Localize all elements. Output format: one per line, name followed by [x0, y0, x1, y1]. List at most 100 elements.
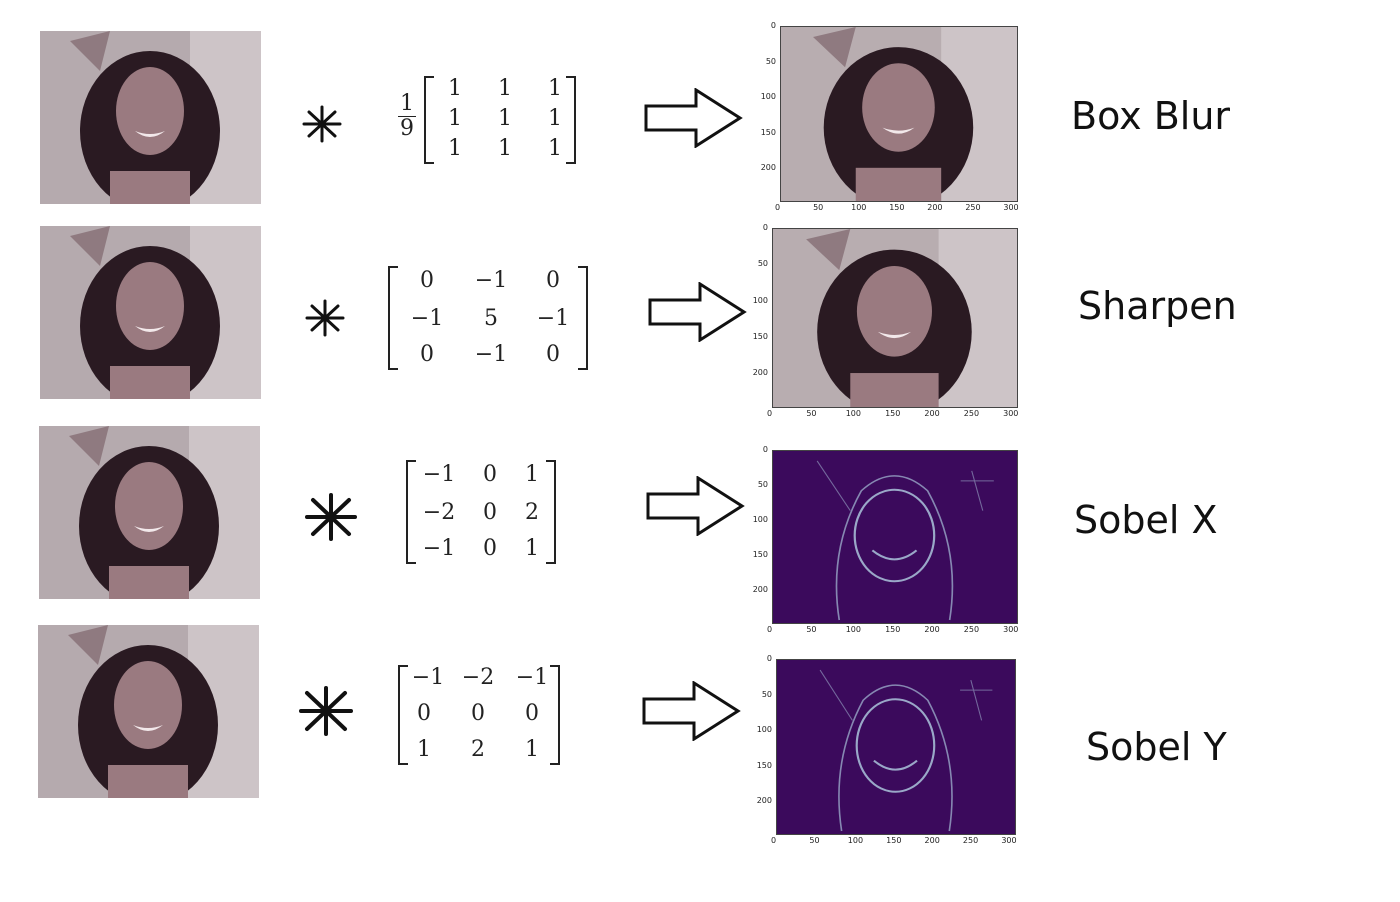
x-tick-label: 200	[927, 203, 943, 212]
y-tick-label: 200	[760, 163, 776, 173]
kernel-matrix: −1 0 1 −2 0 2 −1 0 1	[406, 460, 556, 564]
kernel-cell: 1	[548, 76, 562, 101]
y-tick-label: 0	[770, 21, 776, 30]
kernel-matrix: 0 −1 0 −1 5 −1 0 −1 0	[388, 266, 588, 370]
y-tick-label: 0	[762, 223, 768, 232]
kernel-cell: 0	[471, 701, 485, 726]
y-tick-label: 150	[752, 331, 768, 341]
kernel-cell: −1	[411, 665, 445, 690]
kernel-cell: 1	[525, 462, 539, 487]
y-tick-label: 100	[756, 725, 772, 735]
y-tick-label: 200	[752, 368, 768, 378]
kernel-cell: −1	[422, 536, 456, 561]
output-plot: 0 50 100 150 200 250 300 0 50 100 150 200	[756, 653, 1018, 849]
right-bracket	[566, 76, 576, 164]
kernel-cell: 1	[417, 737, 431, 762]
portrait-image	[38, 625, 259, 798]
plot-image-area	[776, 659, 1016, 835]
x-tick-label: 150	[885, 625, 901, 634]
x-tick-label: 0	[775, 203, 781, 212]
kernel-cell: 0	[546, 342, 560, 367]
output-plot: 0 50 100 150 200 250 300 0 50 100 150 200	[752, 444, 1020, 638]
right-arrow-icon	[648, 281, 748, 346]
filter-label: Sobel X	[1074, 498, 1218, 542]
kernel-cell: 0	[483, 536, 497, 561]
kernel-cell: 5	[484, 306, 498, 331]
kernel-cell: −1	[474, 268, 508, 293]
kernel-cell: 0	[483, 500, 497, 525]
portrait-image	[39, 426, 260, 599]
portrait-image	[40, 226, 261, 399]
kernel-cell: 1	[448, 76, 462, 101]
x-tick-label: 150	[889, 203, 905, 212]
kernel-cell: 1	[548, 136, 562, 161]
x-tick-label: 300	[1001, 836, 1017, 845]
x-tick-label: 100	[851, 203, 867, 212]
kernel-scale-fraction: 1 9	[398, 92, 416, 141]
x-tick-label: 250	[965, 203, 981, 212]
x-tick-label: 50	[806, 625, 817, 634]
y-tick-label: 200	[756, 796, 772, 806]
kernel-cell: 1	[498, 136, 512, 161]
x-tick-label: 150	[885, 409, 901, 418]
filter-row-sharpen: 0 −1 0 −1 5 −1 0 −1 0 0 50 100 150 200 250 300…	[0, 210, 1400, 420]
x-tick-label: 250	[963, 625, 980, 634]
fraction-numerator: 1	[398, 91, 416, 117]
convolution-star-icon	[303, 298, 347, 338]
y-tick-label: 50	[757, 480, 768, 490]
plot-image-area	[772, 228, 1018, 408]
right-arrow-icon	[642, 680, 742, 745]
x-tick-label: 0	[767, 625, 773, 634]
x-tick-label: 50	[813, 203, 824, 212]
edge-map-image	[773, 451, 1017, 623]
kernel-cell: −1	[515, 665, 549, 690]
left-bracket	[398, 665, 408, 765]
kernel-cell: 1	[525, 737, 539, 762]
input-photo	[38, 625, 259, 798]
filtered-portrait-image	[773, 229, 1017, 407]
right-bracket	[550, 665, 560, 765]
convolution-star-icon	[298, 685, 354, 737]
left-bracket	[388, 266, 398, 370]
x-tick-label: 100	[847, 836, 864, 845]
kernel-cell: 1	[525, 536, 539, 561]
edge-map-image	[777, 660, 1015, 834]
convolution-star-icon	[300, 104, 344, 144]
filter-row-sobel-y: −1 −2 −1 0 0 0 1 2 1 0 50 100 150 200 250 300 0…	[0, 625, 1400, 865]
filtered-portrait-image	[781, 27, 1017, 201]
y-tick-label: 150	[756, 760, 772, 770]
y-tick-label: 100	[752, 295, 768, 305]
x-tick-label: 200	[924, 836, 940, 845]
kernel-cell: 1	[448, 106, 462, 131]
x-tick-label: 200	[924, 409, 940, 418]
x-tick-label: 250	[963, 409, 980, 418]
kernel-cell: 0	[420, 268, 434, 293]
left-bracket	[424, 76, 434, 164]
right-arrow-icon	[644, 87, 744, 152]
kernel-cell: 0	[525, 701, 539, 726]
kernel-cell: −1	[474, 342, 508, 367]
kernel-cell: 0	[417, 701, 431, 726]
kernel-cell: 1	[548, 106, 562, 131]
kernel-cell: 2	[525, 500, 539, 525]
x-tick-label: 0	[771, 836, 777, 845]
x-tick-label: 100	[845, 625, 861, 634]
y-tick-label: 200	[752, 585, 768, 595]
x-tick-label: 300	[1003, 203, 1019, 212]
y-tick-label: 0	[762, 445, 768, 454]
kernel-matrix: −1 −2 −1 0 0 0 1 2 1	[398, 665, 560, 765]
input-photo	[40, 226, 261, 399]
filter-row-box-blur: 1 9 1 1 1 1 1 1 1 1 1 0 50 100 150 200 250 300…	[0, 0, 1400, 212]
y-tick-label: 50	[757, 259, 768, 269]
filter-label: Sobel Y	[1086, 725, 1227, 769]
kernel-cell: −2	[461, 665, 495, 690]
portrait-image	[40, 31, 261, 204]
right-arrow-icon	[646, 475, 746, 540]
x-tick-label: 100	[845, 409, 861, 418]
convolution-star-icon	[304, 492, 358, 542]
input-photo	[39, 426, 260, 599]
y-tick-label: 100	[760, 92, 776, 102]
y-tick-label: 50	[761, 689, 772, 699]
kernel-cell: −1	[410, 306, 444, 331]
filter-label: Box Blur	[1071, 94, 1231, 138]
